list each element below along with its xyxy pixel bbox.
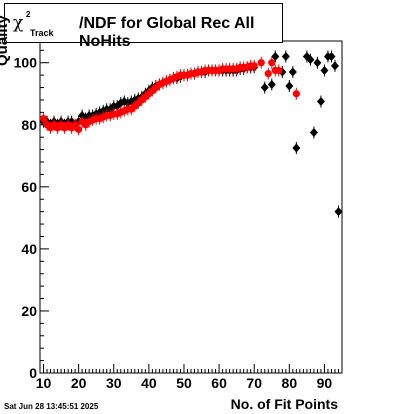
title-subscript: Track bbox=[30, 28, 54, 38]
y-tick-label: 0 bbox=[29, 365, 37, 381]
data-point bbox=[275, 66, 283, 75]
data-point bbox=[288, 67, 297, 77]
x-tick-label: 40 bbox=[141, 375, 157, 391]
data-point bbox=[285, 81, 294, 91]
chart-title: /NDF for Global Rec All NoHits bbox=[79, 15, 255, 50]
x-axis-label: No. of Fit Points bbox=[230, 396, 338, 412]
timestamp: Sat Jun 28 13:45:51 2025 bbox=[4, 402, 99, 411]
data-point bbox=[281, 52, 290, 62]
axes: 10 20 30 40 50 60 70 80 90 0 20 40 60 80 100 bbox=[14, 49, 343, 391]
y-tick-label: 20 bbox=[21, 303, 37, 319]
data-points bbox=[39, 50, 343, 218]
title-superscript: 2 bbox=[26, 10, 31, 19]
data-point bbox=[260, 83, 269, 93]
data-point bbox=[334, 207, 343, 217]
y-tick-label: 60 bbox=[21, 179, 37, 195]
title-box: χ 2 Track /NDF for Global Rec All NoHits bbox=[4, 3, 283, 50]
data-point bbox=[327, 52, 336, 62]
data-point bbox=[320, 65, 329, 75]
data-point bbox=[267, 79, 276, 89]
x-tick-label: 50 bbox=[176, 375, 192, 391]
y-tick-label: 80 bbox=[21, 117, 37, 133]
chi-symbol: χ bbox=[13, 13, 24, 33]
data-point bbox=[75, 125, 83, 134]
data-point bbox=[330, 61, 339, 71]
data-point bbox=[306, 55, 315, 65]
data-point bbox=[257, 59, 265, 67]
data-point bbox=[309, 128, 318, 138]
y-tick-label: 40 bbox=[21, 241, 37, 257]
x-tick-label: 20 bbox=[71, 375, 87, 391]
data-point bbox=[264, 69, 272, 78]
data-point bbox=[292, 90, 300, 98]
data-point bbox=[268, 59, 276, 67]
x-tick-label: 70 bbox=[246, 375, 262, 391]
y-axis-label: Quality bbox=[0, 15, 11, 66]
x-tick-label: 60 bbox=[211, 375, 227, 391]
data-point bbox=[292, 143, 301, 153]
x-tick-label: 10 bbox=[36, 375, 52, 391]
data-point bbox=[250, 62, 258, 70]
x-tick-label: 80 bbox=[282, 375, 298, 391]
data-point bbox=[316, 97, 325, 107]
data-point bbox=[313, 58, 322, 68]
data-point bbox=[39, 114, 48, 123]
data-point bbox=[271, 52, 280, 62]
x-tick-label: 30 bbox=[106, 375, 122, 391]
x-tick-label: 90 bbox=[317, 375, 333, 391]
y-tick-label: 100 bbox=[14, 55, 38, 71]
